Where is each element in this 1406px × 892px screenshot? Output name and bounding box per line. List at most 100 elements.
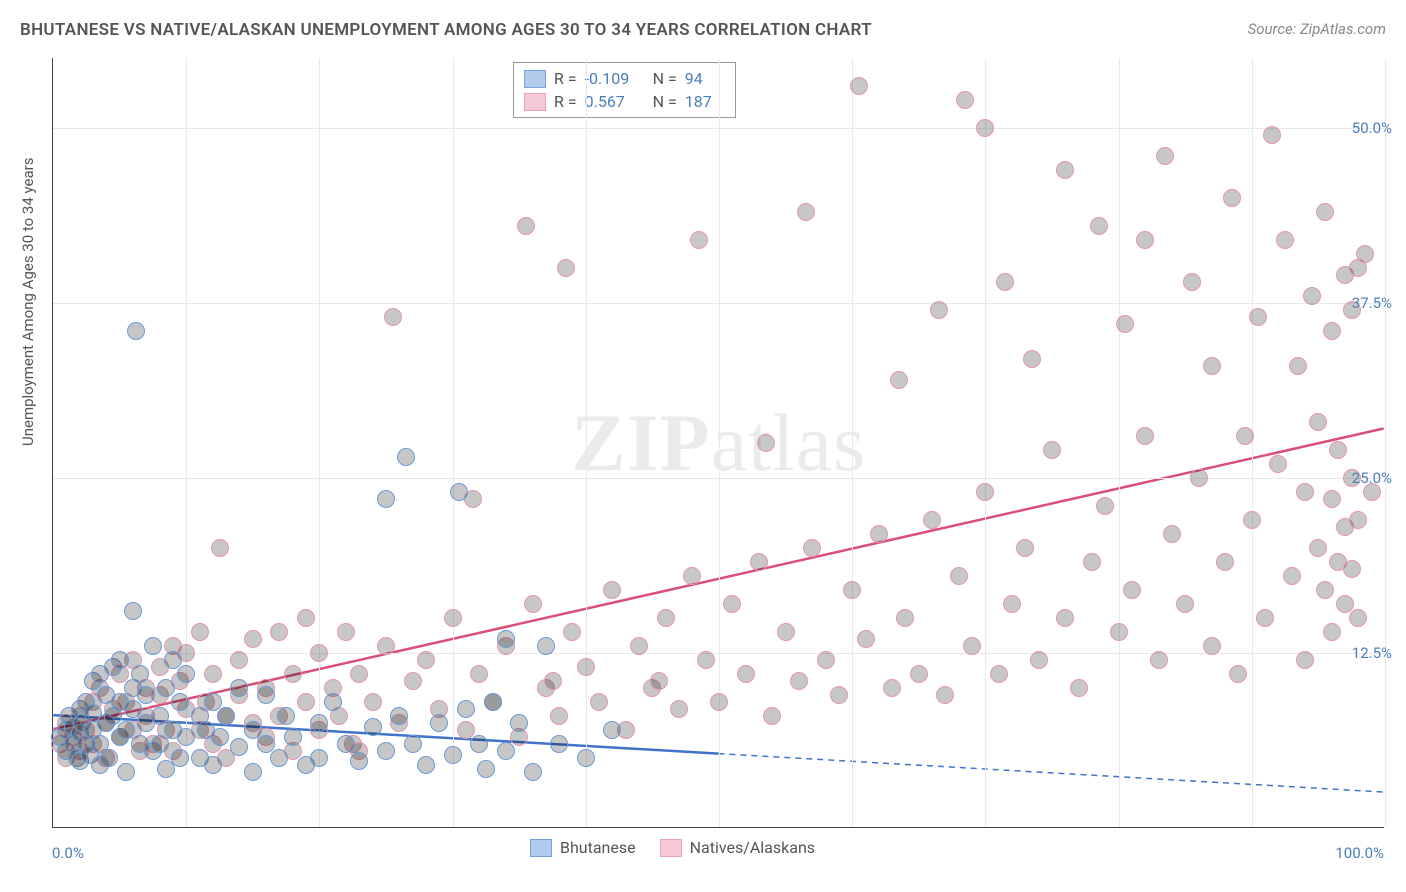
bhutanese-swatch-icon bbox=[530, 839, 552, 857]
natives-swatch-icon bbox=[524, 93, 546, 111]
natives-point bbox=[1296, 483, 1314, 501]
natives-point bbox=[857, 630, 875, 648]
natives-point bbox=[1289, 357, 1307, 375]
natives-point bbox=[1243, 511, 1261, 529]
bhutanese-point bbox=[117, 721, 135, 739]
natives-point bbox=[270, 623, 288, 641]
natives-point bbox=[1329, 441, 1347, 459]
natives-point bbox=[976, 483, 994, 501]
legend-label: Bhutanese bbox=[560, 838, 636, 857]
bhutanese-point bbox=[117, 763, 135, 781]
bhutanese-swatch-icon bbox=[524, 70, 546, 88]
y-tick-label: 37.5% bbox=[1352, 294, 1392, 312]
natives-point bbox=[1056, 609, 1074, 627]
bhutanese-point bbox=[470, 735, 488, 753]
natives-point bbox=[1303, 287, 1321, 305]
natives-point bbox=[350, 665, 368, 683]
legend-label: Natives/Alaskans bbox=[690, 838, 815, 857]
natives-point bbox=[1283, 567, 1301, 585]
natives-point bbox=[544, 672, 562, 690]
natives-point bbox=[777, 623, 795, 641]
bhutanese-point bbox=[457, 700, 475, 718]
natives-point bbox=[444, 609, 462, 627]
series-legend: Bhutanese Natives/Alaskans bbox=[530, 838, 815, 857]
natives-point bbox=[1023, 350, 1041, 368]
bhutanese-trendline-dashed bbox=[719, 754, 1384, 792]
natives-point bbox=[797, 203, 815, 221]
bhutanese-point bbox=[111, 651, 129, 669]
y-tick-label: 50.0% bbox=[1352, 119, 1392, 137]
natives-point bbox=[1236, 427, 1254, 445]
bhutanese-point bbox=[204, 693, 222, 711]
bhutanese-point bbox=[497, 742, 515, 760]
natives-point bbox=[1150, 651, 1168, 669]
bhutanese-point bbox=[337, 735, 355, 753]
natives-point bbox=[1203, 357, 1221, 375]
natives-point bbox=[1216, 553, 1234, 571]
natives-point bbox=[850, 77, 868, 95]
bhutanese-point bbox=[450, 483, 468, 501]
natives-point bbox=[310, 644, 328, 662]
chart-plot-area: ZIPatlas R =-0.109N =94R =0.567N =187 bbox=[52, 58, 1384, 828]
natives-point bbox=[1323, 322, 1341, 340]
natives-point bbox=[1229, 665, 1247, 683]
natives-point bbox=[1116, 315, 1134, 333]
natives-point bbox=[1176, 595, 1194, 613]
natives-point bbox=[284, 665, 302, 683]
bhutanese-point bbox=[230, 738, 248, 756]
natives-point bbox=[650, 672, 668, 690]
natives-point bbox=[843, 581, 861, 599]
natives-point bbox=[690, 231, 708, 249]
natives-point bbox=[670, 700, 688, 718]
bhutanese-point bbox=[151, 707, 169, 725]
bhutanese-point bbox=[310, 749, 328, 767]
watermark-atlas: atlas bbox=[711, 397, 866, 488]
x-tick-0: 0.0% bbox=[52, 844, 84, 862]
natives-point bbox=[737, 665, 755, 683]
r-value: 0.567 bbox=[585, 92, 645, 111]
natives-point bbox=[930, 301, 948, 319]
natives-point bbox=[1269, 455, 1287, 473]
r-value: -0.109 bbox=[585, 69, 645, 88]
natives-point bbox=[950, 567, 968, 585]
natives-point bbox=[417, 651, 435, 669]
bhutanese-point bbox=[171, 693, 189, 711]
natives-point bbox=[1249, 308, 1267, 326]
bhutanese-point bbox=[157, 679, 175, 697]
gridline-v bbox=[1385, 58, 1386, 827]
natives-point bbox=[1263, 126, 1281, 144]
gridline-v bbox=[319, 58, 320, 827]
natives-point bbox=[1083, 553, 1101, 571]
bhutanese-point bbox=[164, 651, 182, 669]
natives-point bbox=[936, 686, 954, 704]
natives-point bbox=[790, 672, 808, 690]
r-label: R = bbox=[554, 69, 577, 88]
natives-point bbox=[750, 553, 768, 571]
natives-point bbox=[923, 511, 941, 529]
natives-point bbox=[1136, 231, 1154, 249]
natives-point bbox=[1323, 490, 1341, 508]
natives-point bbox=[457, 721, 475, 739]
bhutanese-point bbox=[397, 448, 415, 466]
natives-point bbox=[757, 434, 775, 452]
bhutanese-point bbox=[310, 714, 328, 732]
bhutanese-point bbox=[364, 718, 382, 736]
gridline-v bbox=[852, 58, 853, 827]
natives-point bbox=[830, 686, 848, 704]
natives-point bbox=[657, 609, 675, 627]
bhutanese-point bbox=[603, 721, 621, 739]
natives-point bbox=[683, 567, 701, 585]
natives-point bbox=[1096, 497, 1114, 515]
natives-point bbox=[1203, 637, 1221, 655]
bhutanese-point bbox=[270, 749, 288, 767]
bhutanese-point bbox=[510, 714, 528, 732]
natives-point bbox=[996, 273, 1014, 291]
natives-point bbox=[337, 623, 355, 641]
natives-point bbox=[524, 595, 542, 613]
natives-point bbox=[297, 609, 315, 627]
bhutanese-point bbox=[151, 735, 169, 753]
bhutanese-point bbox=[417, 756, 435, 774]
natives-point bbox=[723, 595, 741, 613]
natives-point bbox=[870, 525, 888, 543]
natives-point bbox=[470, 665, 488, 683]
